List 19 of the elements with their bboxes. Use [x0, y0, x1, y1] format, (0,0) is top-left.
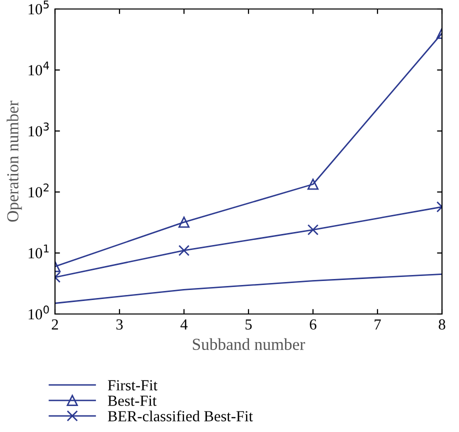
- x-tick-label: 5: [246, 319, 252, 330]
- y-tick-label: 10$^{1}$: [28, 244, 49, 258]
- x-tick-label: 4: [180, 319, 188, 330]
- x-tick-label: 8: [438, 319, 446, 330]
- line-series: [55, 273, 442, 304]
- x-tick-label: 7: [374, 319, 381, 330]
- x-tick-label: 2: [52, 319, 58, 330]
- y-tick-label: 10$^{4}$: [28, 62, 50, 76]
- x-axis-title: Subband number: [192, 338, 306, 350]
- y-tick-label: 10$^{0}$: [28, 306, 49, 320]
- legend-label: BER-classified Best-Fit: [108, 410, 253, 422]
- x-tick-label: 3: [116, 319, 123, 330]
- y-tick-label: 10$^{5}$: [28, 0, 49, 14]
- legend-label: First-Fit: [108, 380, 158, 390]
- y-tick-label: 10$^{3}$: [28, 122, 49, 136]
- y-axis-title: Operation number: [6, 100, 22, 222]
- y-tick-label: 10$^{2}$: [28, 184, 49, 198]
- legend-label: Best-Fit: [108, 396, 157, 406]
- x-tick-label: 6: [310, 319, 316, 330]
